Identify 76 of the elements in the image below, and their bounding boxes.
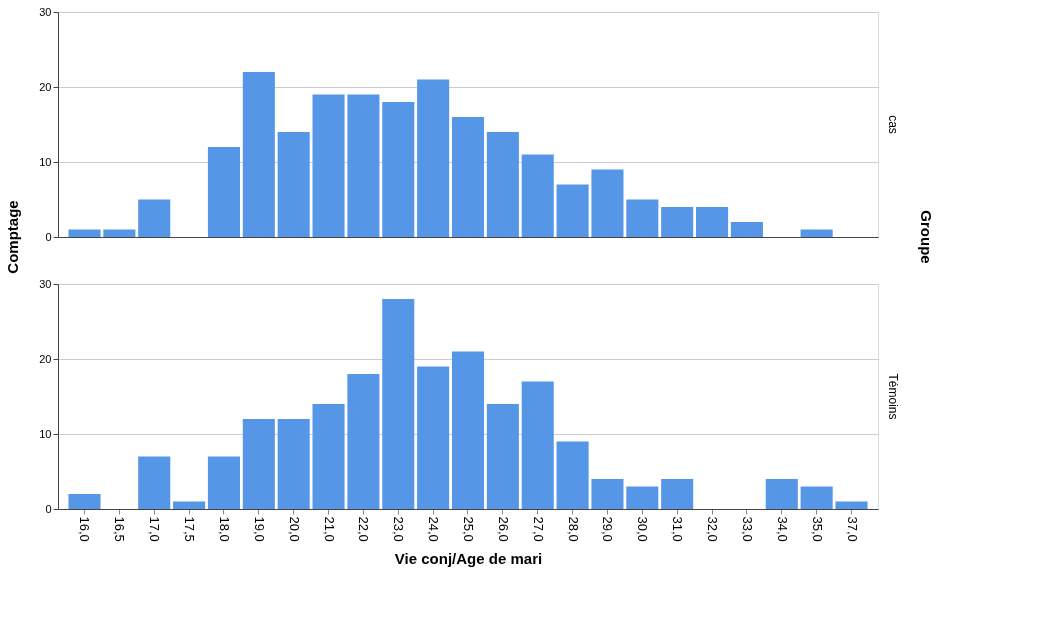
bar: [800, 229, 833, 237]
bar: [556, 184, 589, 237]
x-tick-label: 35,0: [809, 516, 825, 542]
bar: [451, 117, 485, 237]
bar: [765, 479, 798, 509]
bar: [242, 72, 275, 237]
bar: [521, 154, 554, 237]
y-tick-label: 0: [45, 502, 52, 515]
bar: [277, 419, 310, 509]
bar: [661, 479, 694, 509]
x-tick-label: 16,0: [77, 516, 93, 542]
bar: [591, 169, 624, 237]
x-tick-label: 33,0: [739, 516, 755, 542]
x-tick-label: 22,0: [356, 516, 372, 542]
x-tick-label: 27,0: [530, 516, 546, 542]
y-tick-label: 10: [39, 155, 52, 168]
x-axis-title: Vie conj/Age de mari: [394, 549, 543, 567]
bar: [138, 199, 171, 237]
bar: [800, 486, 833, 509]
x-tick-label: 23,0: [391, 516, 407, 542]
y2-axis-title: Témoins: [886, 373, 900, 420]
bar: [591, 479, 624, 509]
y-tick-label: 20: [39, 352, 52, 365]
bar: [347, 374, 380, 509]
bar: [68, 229, 101, 237]
y-tick-label: 10: [39, 427, 52, 440]
x-tick-label: 17,5: [182, 516, 198, 542]
x-tick-label: 18,0: [216, 516, 232, 542]
bar: [103, 229, 136, 237]
y-axis-title: Comptage: [4, 200, 21, 274]
bar: [626, 486, 659, 509]
bar: [207, 147, 240, 237]
bar: [312, 94, 345, 237]
bar: [486, 132, 519, 237]
bar: [556, 441, 589, 509]
x-tick-label: 29,0: [600, 516, 616, 542]
x-tick-label: 19,0: [251, 516, 267, 542]
x-tick-label: 31,0: [670, 516, 686, 542]
bar: [138, 456, 171, 509]
x-tick-label: 30,0: [635, 516, 651, 542]
bar: [696, 207, 729, 237]
x-tick-label: 20,0: [286, 516, 302, 542]
x-tick-label: 32,0: [705, 516, 721, 542]
text: Groupe: [918, 210, 935, 264]
x-tick-label: 37,0: [844, 516, 860, 542]
bar: [277, 132, 310, 237]
bar: [730, 222, 763, 237]
bar: [347, 94, 380, 237]
bar: [207, 456, 240, 509]
bar: [68, 494, 101, 509]
y-tick-label: 30: [39, 277, 52, 290]
x-tick-label: 28,0: [565, 516, 581, 542]
bar: [382, 299, 415, 509]
x-tick-label: 26,0: [495, 516, 511, 542]
bar: [173, 501, 206, 509]
bar: [626, 199, 659, 237]
x-tick-label: 21,0: [321, 516, 337, 542]
bar: [417, 79, 450, 237]
bar: [835, 501, 868, 509]
y-tick-label: 30: [39, 5, 52, 18]
x-tick-label: 25,0: [461, 516, 476, 542]
y-tick-label: 0: [45, 230, 52, 243]
bar: [242, 419, 275, 509]
bar: [521, 381, 554, 509]
x-tick-label: 16,5: [112, 516, 128, 542]
bar: [451, 351, 485, 509]
x-tick-label: 34,0: [774, 516, 790, 542]
bar: [661, 207, 694, 237]
bar: [312, 404, 345, 509]
y-tick-label: 20: [39, 80, 52, 93]
bar: [486, 404, 519, 509]
bar: [417, 366, 450, 509]
x-tick-label: 24,0: [426, 516, 442, 542]
bar: [382, 102, 415, 237]
x-tick-label: 17,0: [147, 516, 163, 542]
y2-axis-title: cas: [886, 115, 900, 134]
